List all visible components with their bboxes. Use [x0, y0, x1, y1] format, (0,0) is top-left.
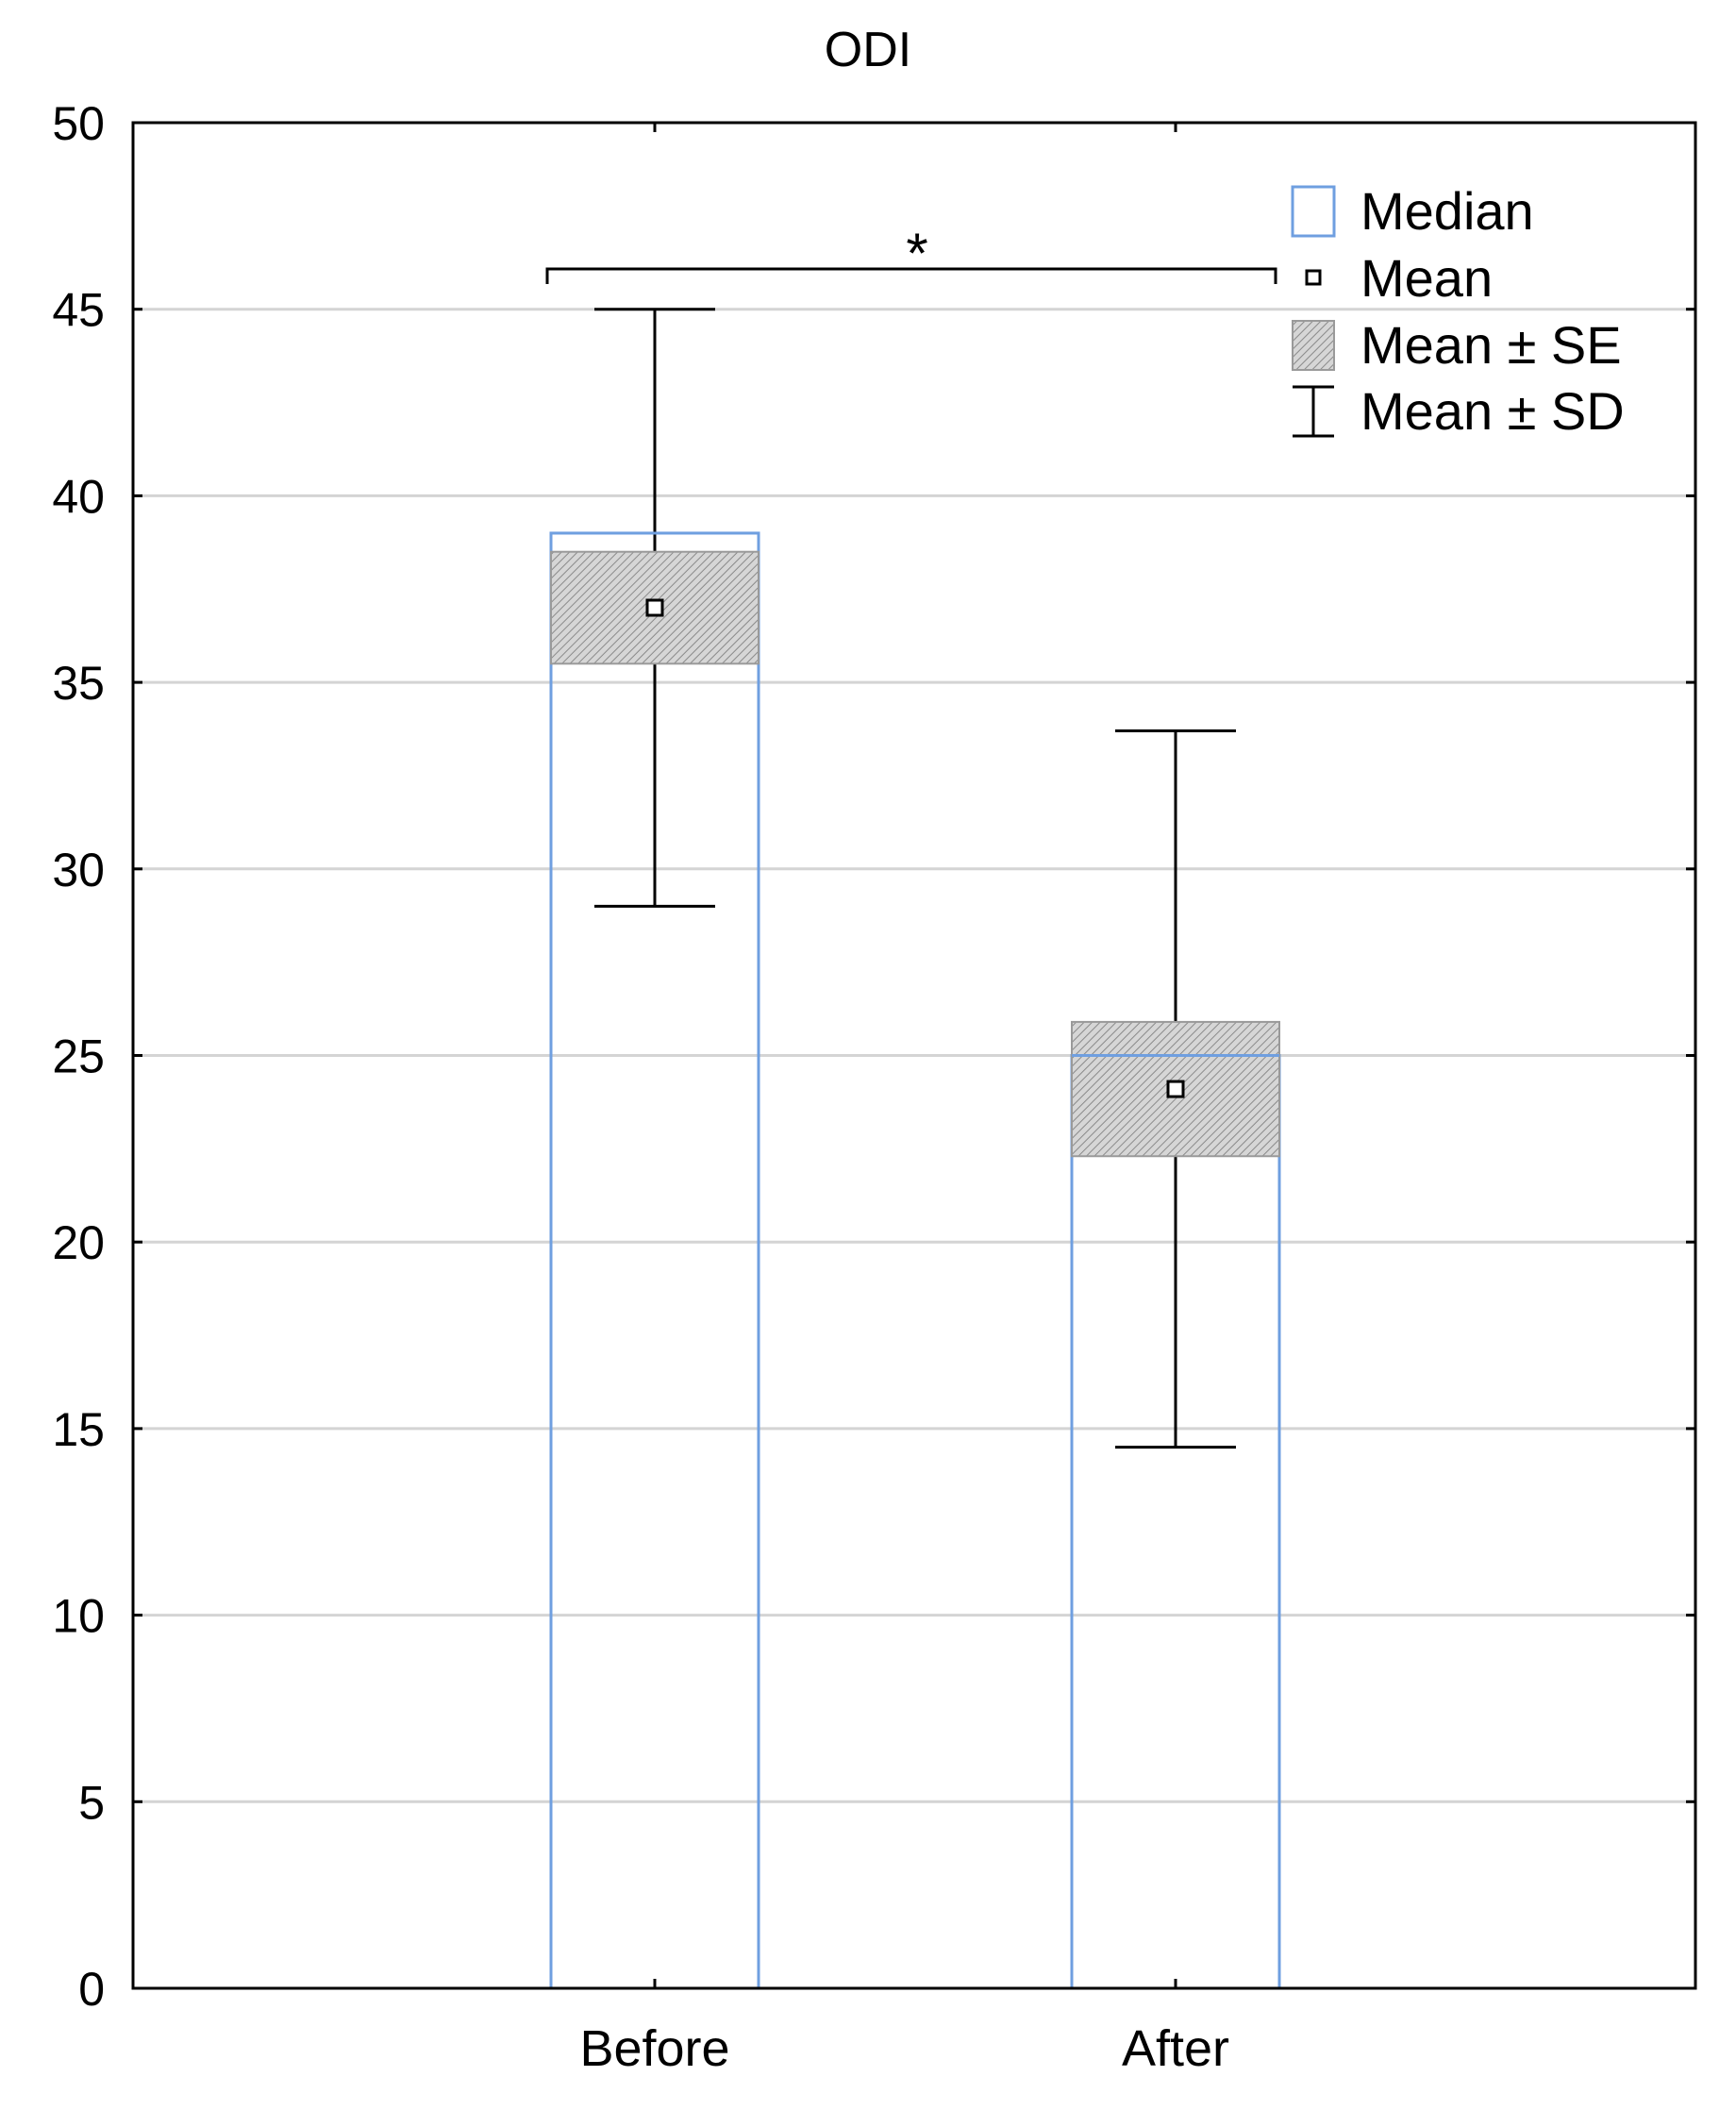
x-category-label: After: [1122, 2020, 1229, 2077]
legend-median-swatch: [1291, 185, 1336, 238]
mean-marker: [645, 598, 664, 617]
plot-frame: [131, 121, 1697, 1990]
legend-mean-swatch: [1305, 269, 1322, 286]
legend-label: Mean: [1360, 248, 1493, 308]
y-tick-label: 35: [52, 657, 105, 710]
significance-star: *: [906, 222, 927, 285]
y-tick-label: 5: [78, 1776, 105, 1829]
legend-label: Mean ± SD: [1360, 381, 1625, 441]
y-tick-label: 30: [52, 844, 105, 896]
y-tick-label: 0: [78, 1963, 105, 2016]
legend-sd-swatch: [1293, 385, 1334, 438]
y-tick-label: 25: [52, 1030, 105, 1083]
y-tick-label: 15: [52, 1403, 105, 1456]
legend-label: Median: [1360, 181, 1534, 241]
mean-marker: [1166, 1080, 1185, 1098]
y-tick-label: 50: [52, 97, 105, 150]
chart-title: ODI: [825, 23, 911, 77]
y-tick-label: 20: [52, 1216, 105, 1269]
bar-layer: [549, 308, 1281, 1990]
grid-layer: [133, 308, 1695, 1803]
y-tick-label: 45: [52, 284, 105, 337]
axis-layer: 0 5 10 15 20 25 30 35 40 45 50 Before After *: [52, 97, 1697, 2077]
y-tick-label: 10: [52, 1590, 105, 1643]
legend-label: Mean ± SE: [1360, 315, 1622, 375]
significance-bracket: [545, 267, 1277, 284]
y-tick-label: 40: [52, 470, 105, 523]
x-category-label: Before: [579, 2020, 729, 2077]
legend-se-swatch: [1292, 320, 1335, 371]
